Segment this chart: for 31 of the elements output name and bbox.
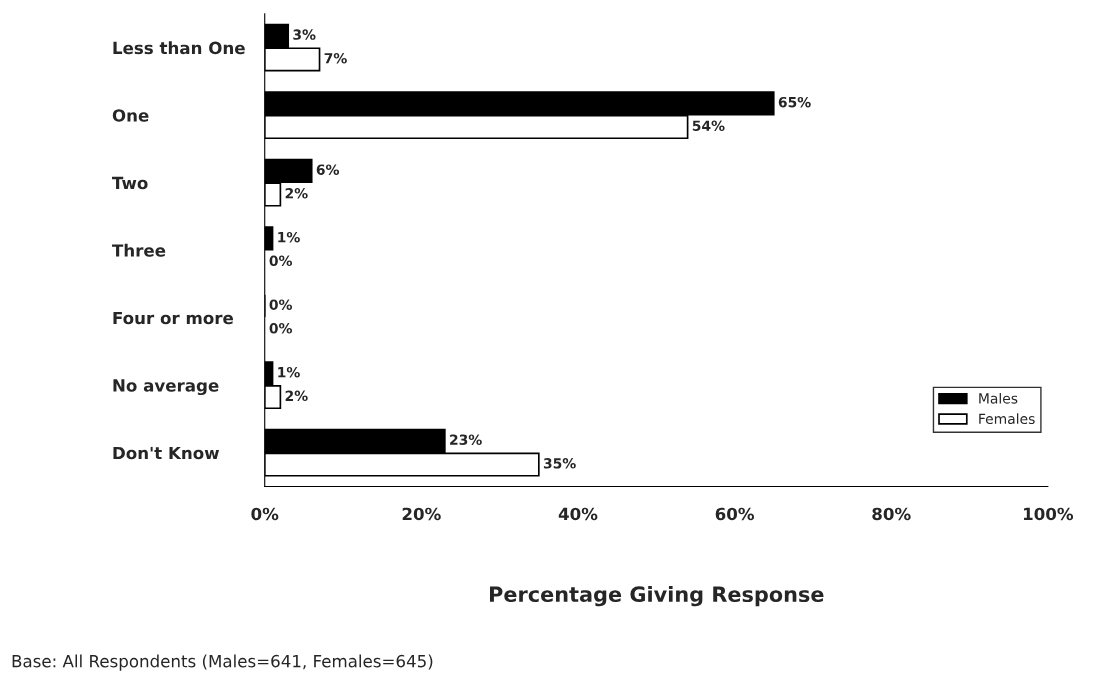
data-label: 6% [316,164,340,175]
y-tick-label: Don't Know [113,446,220,460]
x-tick-label: 0% [251,507,279,521]
x-axis-title: Percentage Giving Response [489,585,824,607]
x-tick-label: 60% [715,507,755,521]
text: Base: All Respondents (Males=641, Females=645) [12,654,433,671]
data-label: 0% [269,299,293,310]
data-label: 65% [778,96,811,108]
data-label: 23% [450,434,482,445]
data-label: 3% [293,29,316,40]
legend-label: Males [979,392,1018,404]
data-label: 0% [269,323,293,334]
y-tick-label: No average [113,379,219,396]
x-tick-label: 80% [872,507,911,521]
y-tick-label: Less than One [113,41,245,55]
legend-label: Females [979,413,1035,425]
data-label: 1% [278,231,300,243]
data-label: 35% [543,458,576,469]
data-label: 0% [269,255,293,267]
x-tick-label: 20% [402,507,441,521]
x-tick-label: 40% [558,507,598,521]
data-label: 7% [324,53,347,64]
y-tick-label: Two [112,176,148,190]
data-label: 2% [285,188,308,199]
y-tick-label: One [112,109,149,122]
data-label: 54% [692,120,725,132]
y-tick-label: Three [112,243,166,257]
data-label: 2% [285,390,308,402]
y-tick-label: Four or more [113,311,233,325]
data-label: 1% [278,366,300,378]
x-tick-label: 100% [1023,507,1074,521]
